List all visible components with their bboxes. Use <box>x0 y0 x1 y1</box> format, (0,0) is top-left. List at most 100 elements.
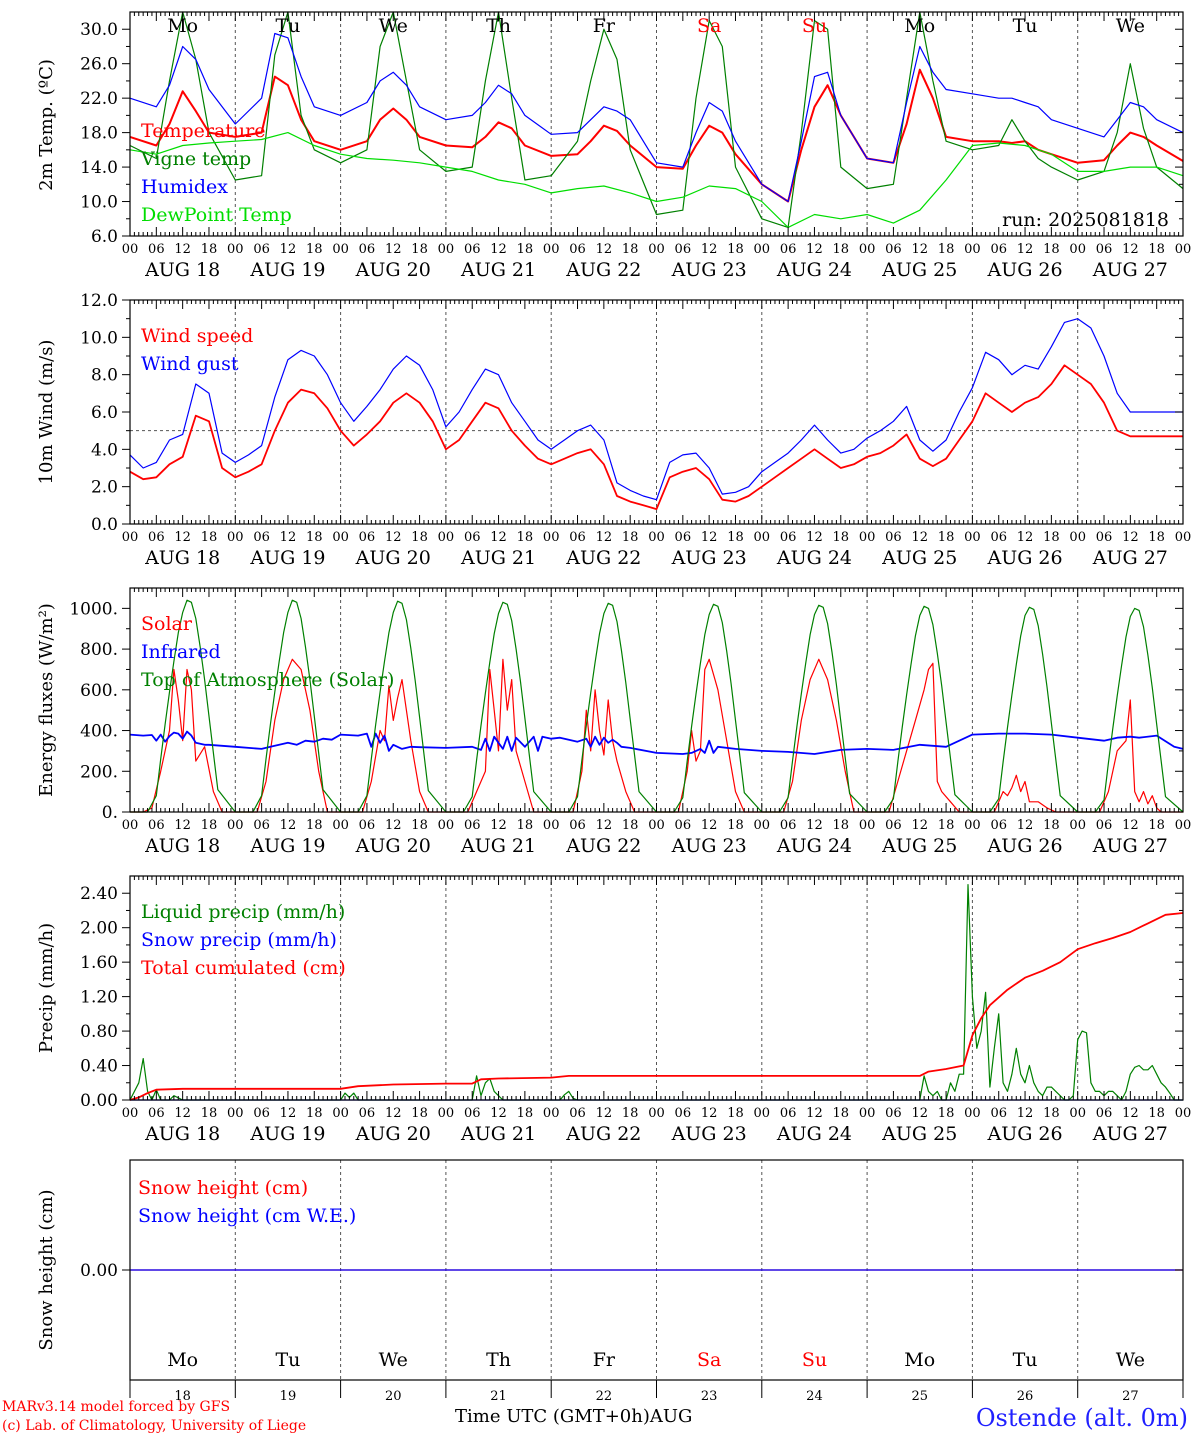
hour-tick-label: 18 <box>1148 242 1165 257</box>
plot-frame <box>129 587 1184 813</box>
weekday-label: Mo <box>904 15 935 37</box>
hour-tick-label: 00 <box>227 1106 244 1121</box>
day-label: AUG 21 <box>460 259 536 281</box>
hour-tick-label: 06 <box>464 818 481 833</box>
hour-tick-label: 00 <box>964 530 981 545</box>
hour-tick-label: 18 <box>411 530 428 545</box>
hour-tick-label: 06 <box>990 818 1007 833</box>
hour-tick-label: 00 <box>964 242 981 257</box>
y-tick-label: 0. <box>102 803 118 823</box>
legend-entry: Liquid precip (mm/h) <box>141 901 345 923</box>
hour-tick-label: 12 <box>490 530 507 545</box>
hour-tick-label: 06 <box>464 530 481 545</box>
hour-tick-label: 06 <box>885 818 902 833</box>
y-tick-label: 1.60 <box>80 953 118 973</box>
hour-tick-label: 18 <box>833 1106 850 1121</box>
hour-tick-label: 06 <box>780 818 797 833</box>
day-label: AUG 24 <box>776 547 852 569</box>
day-label: AUG 20 <box>355 835 431 857</box>
series-line-solar <box>130 658 1183 813</box>
hour-tick-label: 12 <box>911 818 928 833</box>
hour-tick-label: 12 <box>701 530 718 545</box>
panel-wind: 00 06 12 18 AUG 18 00 06 12 18 AUG 19 00 06 12 18 AUG … <box>36 291 1191 569</box>
y-axis-label: 10m Wind (m/s) <box>36 340 57 485</box>
hour-tick-label: 06 <box>990 242 1007 257</box>
day-number-label: 20 <box>385 1389 402 1404</box>
y-tick-label: 4.0 <box>91 440 118 460</box>
hour-tick-label: 18 <box>306 1106 323 1121</box>
hour-tick-label: 06 <box>675 1106 692 1121</box>
day-label: AUG 24 <box>776 259 852 281</box>
weekday-label: Tu <box>275 1349 300 1371</box>
hour-tick-label: 18 <box>517 242 534 257</box>
panel-snow: 18 Mo 19 Tu 20 We 21 Th 22 Fr 23 Sa 24 Su 25 Mo 26 Tu 27 We… <box>36 1159 1184 1404</box>
hour-tick-label: 18 <box>938 1106 955 1121</box>
day-number-label: 26 <box>1017 1389 1034 1404</box>
day-label: AUG 18 <box>144 547 220 569</box>
y-tick-label: 10.0 <box>80 193 118 213</box>
hour-tick-label: 06 <box>359 530 376 545</box>
hour-tick-label: 18 <box>833 530 850 545</box>
y-tick-label: 30.0 <box>80 20 118 40</box>
hour-tick-label: 12 <box>1017 818 1034 833</box>
hour-tick-label: 00 <box>1069 1106 1086 1121</box>
day-number-label: 23 <box>701 1389 718 1404</box>
hour-tick-label: 12 <box>806 242 823 257</box>
series-line-infrared <box>129 730 1184 755</box>
legend-entry: Temperature <box>141 120 265 142</box>
hour-tick-label: 06 <box>675 242 692 257</box>
day-label: AUG 24 <box>776 1123 852 1145</box>
hour-tick-label: 00 <box>648 530 665 545</box>
legend-entry: Snow precip (mm/h) <box>141 929 337 951</box>
day-label: AUG 18 <box>144 1123 220 1145</box>
hour-tick-label: 18 <box>727 242 744 257</box>
hour-tick-label: 00 <box>1069 530 1086 545</box>
day-label: AUG 26 <box>986 835 1062 857</box>
hour-tick-label: 18 <box>1148 530 1165 545</box>
hour-tick-label: 18 <box>1043 242 1060 257</box>
series-line-vigne-temp <box>129 11 1184 228</box>
day-label: AUG 21 <box>460 1123 536 1145</box>
day-label: AUG 18 <box>144 259 220 281</box>
hour-tick-label: 18 <box>622 818 639 833</box>
hour-tick-label: 00 <box>122 818 139 833</box>
weekday-label: Fr <box>593 15 616 37</box>
hour-tick-label: 12 <box>1017 1106 1034 1121</box>
hour-tick-label: 18 <box>306 530 323 545</box>
hour-tick-label: 12 <box>806 818 823 833</box>
y-axis-label: Precip (mm/h) <box>36 923 57 1053</box>
hour-tick-label: 00 <box>438 1106 455 1121</box>
hour-tick-label: 12 <box>1122 530 1139 545</box>
hour-tick-label: 00 <box>332 242 349 257</box>
hour-tick-label: 06 <box>464 1106 481 1121</box>
hour-tick-label: 00 <box>122 1106 139 1121</box>
y-tick-label: 2.00 <box>80 919 118 939</box>
legend-entry: Wind gust <box>141 353 239 375</box>
hour-tick-label: 00 <box>438 818 455 833</box>
day-label: AUG 22 <box>565 259 641 281</box>
hour-tick-label: 18 <box>833 242 850 257</box>
day-label: AUG 23 <box>671 547 747 569</box>
hour-tick-label: 06 <box>148 818 165 833</box>
y-tick-label: 0.40 <box>80 1057 118 1077</box>
day-label: AUG 25 <box>881 1123 957 1145</box>
hour-tick-label: 00 <box>964 1106 981 1121</box>
hour-tick-label: 12 <box>280 818 297 833</box>
hour-tick-label: 18 <box>306 818 323 833</box>
hour-tick-label: 18 <box>938 530 955 545</box>
y-tick-label: 6.0 <box>91 403 118 423</box>
hour-tick-label: 00 <box>438 530 455 545</box>
hour-tick-label: 06 <box>253 818 270 833</box>
hour-tick-label: 12 <box>174 242 191 257</box>
legend-entry: Snow height (cm W.E.) <box>138 1205 356 1227</box>
hour-tick-label: 06 <box>464 242 481 257</box>
weekday-label: We <box>1116 1349 1145 1371</box>
hour-tick-label: 12 <box>280 530 297 545</box>
hour-tick-label: 00 <box>1069 242 1086 257</box>
hour-tick-label: 12 <box>385 530 402 545</box>
hour-tick-label: 12 <box>385 1106 402 1121</box>
hour-tick-label: 12 <box>701 818 718 833</box>
hour-tick-label: 12 <box>1017 242 1034 257</box>
day-label: AUG 19 <box>249 1123 325 1145</box>
y-tick-label: 2.40 <box>80 884 118 904</box>
